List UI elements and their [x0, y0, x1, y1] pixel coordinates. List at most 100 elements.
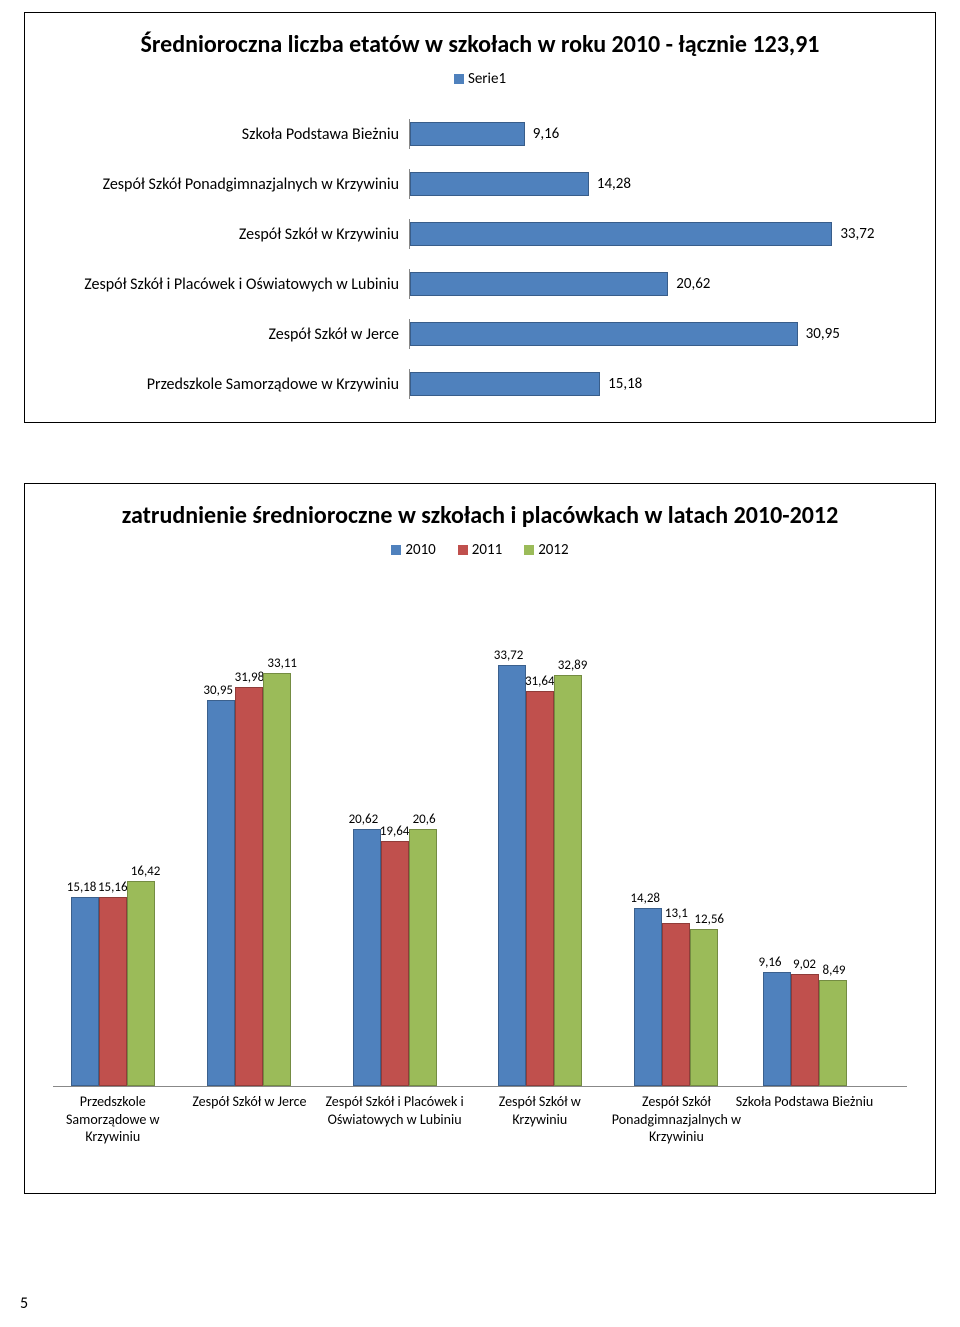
hbar-value-label: 20,62 — [668, 272, 710, 296]
vbar-value-label: 15,16 — [98, 880, 128, 895]
vbar — [235, 687, 263, 1087]
vbar-value-label: 20,62 — [349, 812, 379, 827]
vbar-value-label: 12,56 — [694, 912, 724, 927]
legend-swatch — [454, 74, 464, 84]
chart2-title: zatrudnienie średnioroczne w szkołach i … — [49, 500, 911, 531]
vbar-value-label: 32,89 — [558, 658, 588, 673]
vbar — [819, 980, 847, 1086]
hbar-track: 20,62 — [409, 269, 911, 299]
vbar-wrap: 31,64 — [526, 691, 554, 1087]
xaxis-category-label: Zespół Szkół Ponadgimnazjalnych w Krzywi… — [606, 1093, 746, 1146]
hbar-row: Zespół Szkół w Jerce30,95 — [49, 316, 911, 352]
vbar-wrap: 16,42 — [127, 881, 155, 1086]
vbar-wrap: 14,28 — [634, 908, 662, 1087]
page-number: 5 — [20, 1294, 28, 1313]
legend-label: Serie1 — [468, 70, 506, 88]
chart2-plot: 15,1815,1616,4230,9531,9833,1120,6219,64… — [53, 587, 907, 1087]
vbar — [690, 929, 718, 1086]
vbar-group: 30,9531,9833,11 — [207, 673, 291, 1087]
vbar-value-label: 14,28 — [630, 891, 660, 906]
xaxis-category-label: Szkoła Podstawa Bieżniu — [735, 1093, 875, 1111]
vbar-wrap: 8,49 — [819, 980, 847, 1086]
hbar-category-label: Zespół Szkół Ponadgimnazjalnych w Krzywi… — [49, 175, 409, 194]
chart1-title: Średnioroczna liczba etatów w szkołach w… — [49, 29, 911, 60]
legend-label: 2010 — [405, 541, 435, 559]
hbar-track: 33,72 — [409, 219, 911, 249]
vbar-wrap: 20,62 — [353, 829, 381, 1087]
hbar-track: 30,95 — [409, 319, 911, 349]
vbar-wrap: 33,11 — [263, 673, 291, 1087]
vbar — [554, 675, 582, 1086]
vbar-value-label: 20,6 — [413, 812, 436, 827]
vbar-wrap: 30,95 — [207, 700, 235, 1087]
legend-label: 2012 — [538, 541, 568, 559]
vbar — [99, 897, 127, 1087]
vbar-wrap: 9,02 — [791, 974, 819, 1087]
vbar-wrap: 31,98 — [235, 687, 263, 1087]
hbar-track: 14,28 — [409, 169, 911, 199]
vbar — [207, 700, 235, 1087]
hbar-category-label: Przedszkole Samorządowe w Krzywiniu — [49, 375, 409, 394]
vbar — [263, 673, 291, 1087]
xaxis-category-label: Zespół Szkół w Krzywiniu — [470, 1093, 610, 1128]
vbar-wrap: 32,89 — [554, 675, 582, 1086]
vbar-value-label: 33,11 — [267, 656, 297, 671]
xaxis-category-label: Przedszkole Samorządowe w Krzywiniu — [43, 1093, 183, 1146]
chart2-xaxis: Przedszkole Samorządowe w KrzywiniuZespó… — [53, 1093, 907, 1173]
vbar-wrap: 13,1 — [662, 923, 690, 1087]
vbar — [409, 829, 437, 1087]
vbar — [353, 829, 381, 1087]
hbar-value-label: 30,95 — [798, 322, 840, 346]
vbar-wrap: 15,16 — [99, 897, 127, 1087]
vbar-wrap: 20,6 — [409, 829, 437, 1087]
vbar — [763, 972, 791, 1087]
chart1-container: Średnioroczna liczba etatów w szkołach w… — [24, 12, 936, 423]
vbar-value-label: 9,02 — [793, 957, 816, 972]
legend-swatch — [391, 545, 401, 555]
vbar — [662, 923, 690, 1087]
hbar-bar — [410, 222, 832, 246]
hbar-bar — [410, 272, 668, 296]
legend-item: 2011 — [458, 541, 502, 559]
vbar-wrap: 33,72 — [498, 665, 526, 1087]
vbar-group: 33,7231,6432,89 — [498, 665, 582, 1087]
hbar-row: Przedszkole Samorządowe w Krzywiniu 15,18 — [49, 366, 911, 402]
hbar-category-label: Zespół Szkół w Krzywiniu — [49, 225, 409, 244]
vbar-value-label: 33,72 — [494, 648, 524, 663]
vbar — [526, 691, 554, 1087]
vbar-value-label: 13,1 — [665, 906, 688, 921]
vbar-wrap: 9,16 — [763, 972, 791, 1087]
hbar-row: Szkoła Podstawa Bieżniu9,16 — [49, 116, 911, 152]
legend-label: 2011 — [472, 541, 502, 559]
legend-swatch — [524, 545, 534, 555]
legend-item: Serie1 — [454, 70, 506, 88]
vbar — [127, 881, 155, 1086]
vbar-group: 9,169,028,49 — [763, 972, 847, 1087]
vbar-value-label: 31,98 — [235, 670, 265, 685]
hbar-track: 15,18 — [409, 369, 911, 399]
vbar — [381, 841, 409, 1087]
hbar-bar — [410, 322, 798, 346]
hbar-row: Zespół Szkół Ponadgimnazjalnych w Krzywi… — [49, 166, 911, 202]
chart1-plot: Szkoła Podstawa Bieżniu9,16 Zespół Szkół … — [49, 116, 911, 402]
legend-item: 2012 — [524, 541, 568, 559]
hbar-category-label: Zespół Szkół i Placówek i Oświatowych w … — [49, 275, 409, 294]
vbar-value-label: 15,18 — [67, 880, 97, 895]
vbar-group: 14,2813,112,56 — [634, 908, 718, 1087]
vbar — [71, 897, 99, 1087]
xaxis-category-label: Zespół Szkół i Placówek i Oświatowych w … — [325, 1093, 465, 1128]
hbar-bar — [410, 172, 589, 196]
chart1-legend: Serie1 — [49, 70, 911, 88]
hbar-bar — [410, 372, 600, 396]
vbar-value-label: 16,42 — [131, 864, 161, 879]
hbar-category-label: Szkoła Podstawa Bieżniu — [49, 125, 409, 144]
xaxis-category-label: Zespół Szkół w Jerce — [179, 1093, 319, 1111]
chart2-legend: 2010 2011 2012 — [49, 541, 911, 559]
hbar-track: 9,16 — [409, 119, 911, 149]
vbar-wrap: 12,56 — [690, 929, 718, 1086]
legend-item: 2010 — [391, 541, 435, 559]
hbar-row: Zespół Szkół w Krzywiniu33,72 — [49, 216, 911, 252]
vbar-wrap: 19,64 — [381, 841, 409, 1087]
hbar-value-label: 15,18 — [600, 372, 642, 396]
vbar-wrap: 15,18 — [71, 897, 99, 1087]
